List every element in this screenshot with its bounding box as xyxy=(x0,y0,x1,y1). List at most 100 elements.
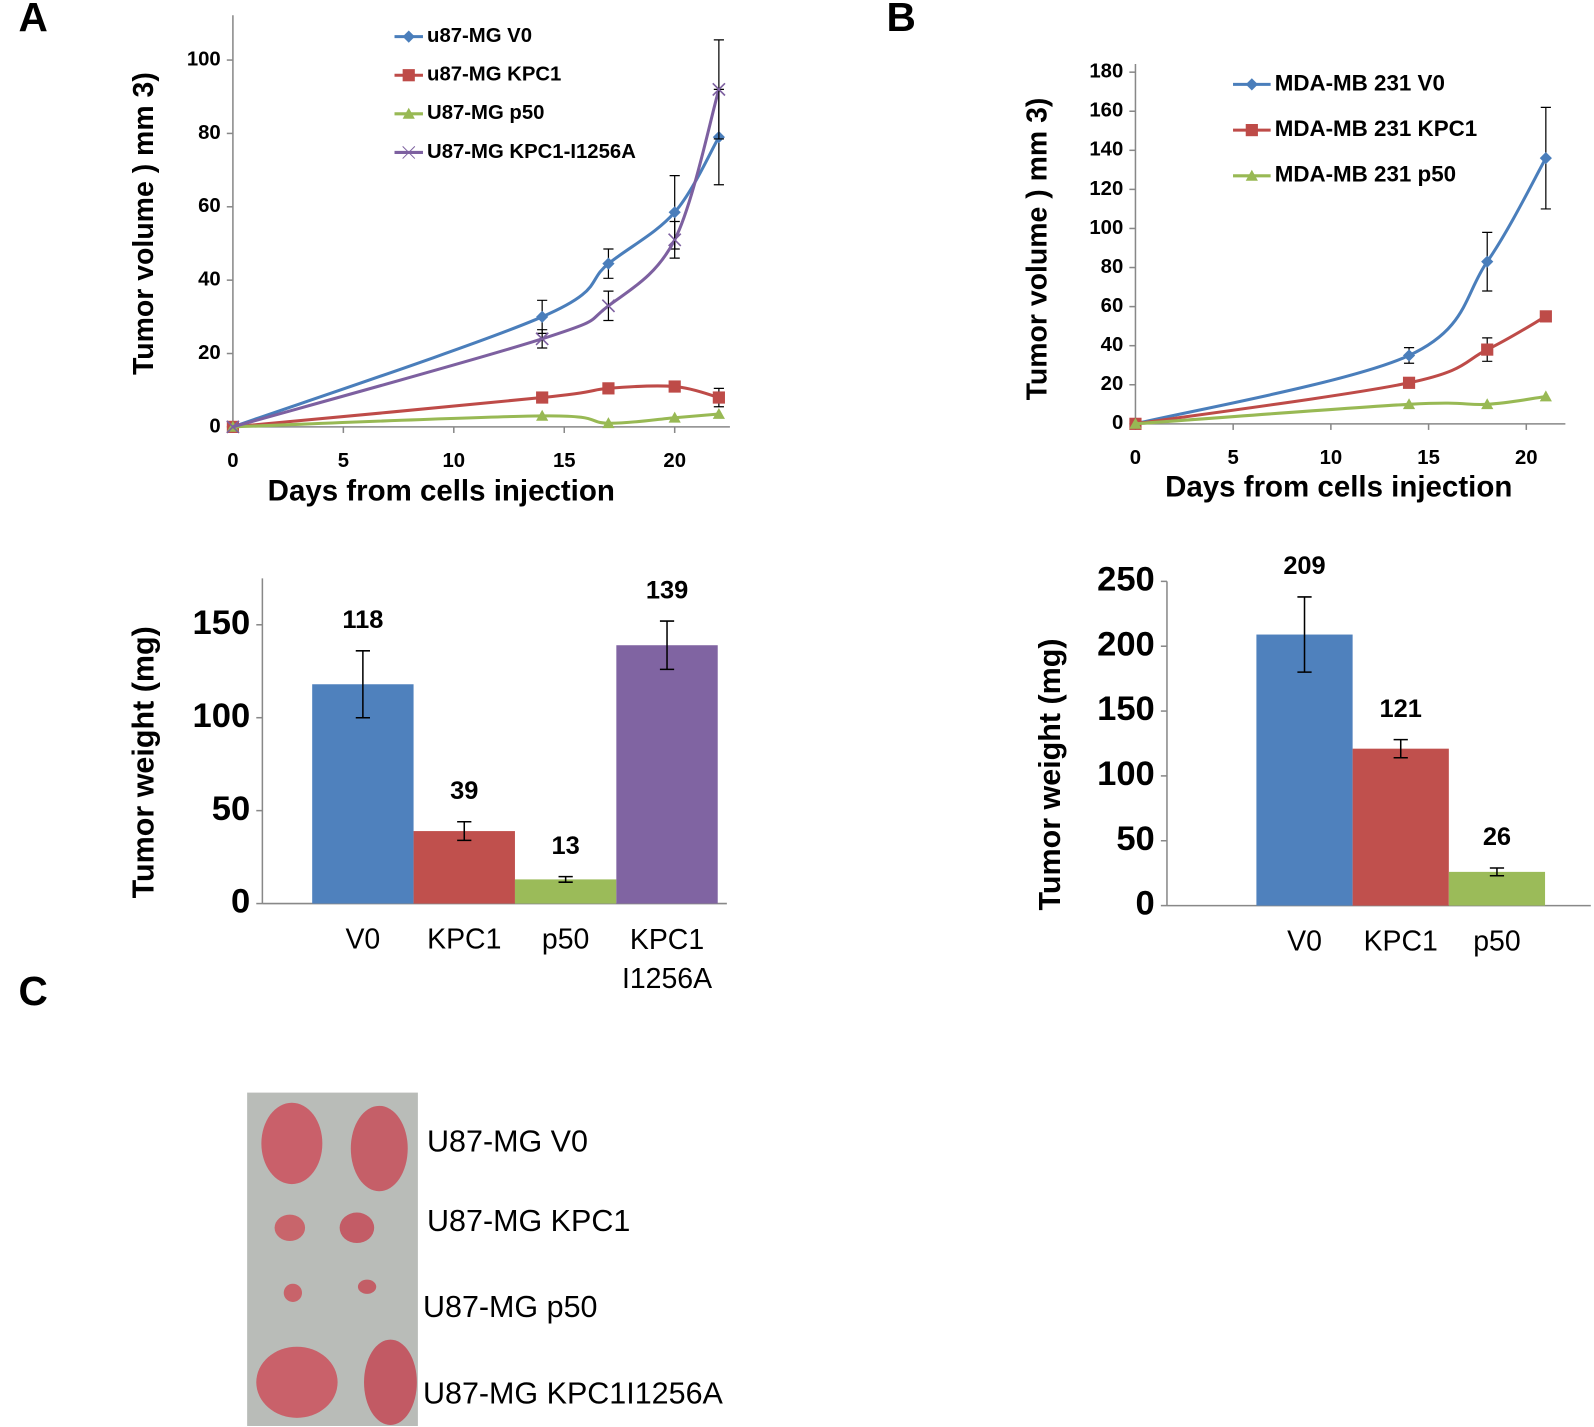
x-tick-label: 10 xyxy=(1320,447,1343,469)
marker xyxy=(668,380,681,393)
value-label: 209 xyxy=(1283,552,1325,580)
error-bar xyxy=(355,650,370,719)
x-tick-label: KPC1 I1256A xyxy=(622,924,712,995)
chart: Tumor volume ) mm 3)02040608010012014016… xyxy=(1021,61,1566,504)
marker xyxy=(668,206,681,219)
y-tick-label: 60 xyxy=(198,195,221,217)
chart: Tumor volume ) mm 3) 0 20 40 60 80 100 0 5 10 15 20… xyxy=(128,15,730,508)
legend-marker xyxy=(402,30,415,43)
marker xyxy=(536,310,549,323)
marker xyxy=(1481,398,1494,410)
y-tick-label: 80 xyxy=(1101,256,1124,278)
legend-marker xyxy=(1245,78,1258,91)
photo-label: U87-MG KPC1I1256A xyxy=(423,1377,724,1411)
legend-marker xyxy=(402,69,415,82)
marker xyxy=(668,233,682,247)
y-tick-label: 100 xyxy=(187,48,221,70)
x-tick-label: 10 xyxy=(443,450,466,472)
error-bar xyxy=(1489,867,1505,877)
line xyxy=(232,88,721,429)
y-tick-label: 100 xyxy=(1089,217,1123,239)
y-tick-label: 200 xyxy=(1097,625,1155,663)
y-axis-label: Tumor weight (mg) xyxy=(1033,638,1067,910)
bar xyxy=(1256,634,1353,906)
y-tick-label: 0 xyxy=(1136,885,1155,923)
legend-label: U87-MG KPC1-I1256A xyxy=(427,141,636,163)
error-bar xyxy=(457,821,472,842)
marker xyxy=(1402,349,1416,362)
bar xyxy=(514,879,617,904)
line xyxy=(232,136,721,429)
photo-label: U87-MG p50 xyxy=(423,1290,598,1324)
marker xyxy=(536,391,549,404)
marker xyxy=(1539,152,1552,165)
line xyxy=(1135,394,1547,426)
y-tick-label: 100 xyxy=(193,697,251,735)
marker xyxy=(601,299,616,313)
bar xyxy=(1352,748,1449,906)
y-tick-label: 100 xyxy=(1097,755,1155,793)
y-axis-label: Tumor weight (mg) xyxy=(127,626,161,898)
x-tick-label: 20 xyxy=(1515,447,1538,469)
marker xyxy=(1481,343,1494,356)
y-tick-label: 180 xyxy=(1089,61,1123,83)
legend-marker xyxy=(402,145,416,159)
bar xyxy=(616,645,718,904)
marker xyxy=(602,417,615,429)
x-tick-label: KPC1 xyxy=(427,924,501,956)
photo-label: U87-MG KPC1 xyxy=(427,1204,630,1238)
marker xyxy=(1481,255,1494,268)
y-tick-label: 150 xyxy=(1097,690,1155,728)
panel-label: B xyxy=(886,0,915,40)
marker xyxy=(712,391,725,404)
x-tick-label: V0 xyxy=(1287,926,1322,958)
marker xyxy=(602,382,615,395)
x-tick-label: KPC1 xyxy=(1364,926,1438,958)
legend-label: U87-MG p50 xyxy=(427,102,544,124)
tumor-photo xyxy=(247,1092,418,1426)
line xyxy=(1135,315,1547,426)
y-tick-label: 50 xyxy=(212,790,250,828)
chart: Tumor weight (mg) 0 50 100 150 118 V0 39 KPC1 13 p… xyxy=(127,576,727,994)
y-tick-label: 0 xyxy=(209,415,220,437)
x-tick-label: 5 xyxy=(338,450,349,472)
x-tick-label: 0 xyxy=(227,450,238,472)
value-label: 39 xyxy=(450,777,478,805)
y-tick-label: 160 xyxy=(1089,100,1123,122)
bar xyxy=(312,684,414,904)
marker xyxy=(536,409,549,421)
legend-label: MDA-MB 231 p50 xyxy=(1275,162,1456,187)
marker xyxy=(1129,417,1142,429)
x-tick-label: p50 xyxy=(1473,926,1520,958)
photo-label: U87-MG V0 xyxy=(427,1124,588,1158)
value-label: 118 xyxy=(342,606,383,634)
y-tick-label: 250 xyxy=(1097,560,1155,598)
legend-label: MDA-MB 231 KPC1 xyxy=(1275,116,1478,141)
error-bar xyxy=(1393,738,1408,759)
marker xyxy=(226,420,240,434)
bar xyxy=(1448,871,1546,906)
y-axis-label: Tumor volume ) mm 3) xyxy=(128,72,160,375)
legend-marker xyxy=(402,107,415,119)
value-label: 139 xyxy=(646,576,688,604)
x-tick-label: p50 xyxy=(542,924,589,956)
error-bar xyxy=(558,875,573,883)
panel-label: A xyxy=(18,0,47,40)
panel-label: C xyxy=(18,968,47,1014)
marker xyxy=(1539,310,1552,323)
error-bar xyxy=(659,620,675,671)
x-tick-label: 0 xyxy=(1130,447,1141,469)
legend-marker xyxy=(1245,169,1258,181)
x-tick-label: 5 xyxy=(1228,447,1239,469)
value-label: 26 xyxy=(1483,823,1511,851)
x-tick-label: 15 xyxy=(1417,447,1440,469)
y-tick-label: 50 xyxy=(1116,820,1154,858)
y-axis-label: Tumor volume ) mm 3) xyxy=(1021,98,1053,401)
bar xyxy=(413,831,515,904)
y-tick-label: 150 xyxy=(193,604,251,642)
y-tick-label: 140 xyxy=(1089,139,1123,161)
y-tick-label: 0 xyxy=(1112,412,1123,434)
y-tick-label: 20 xyxy=(1101,373,1124,395)
chart: Tumor weight (mg) 0 50 100 150 200 250 209 V0 121… xyxy=(1033,552,1591,958)
